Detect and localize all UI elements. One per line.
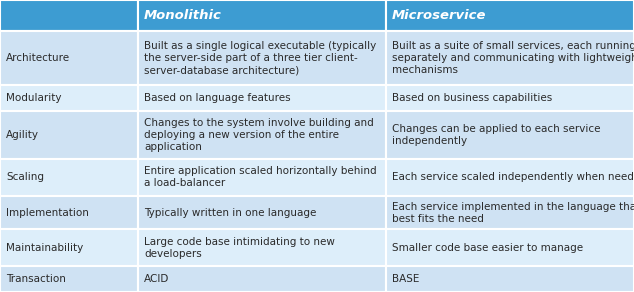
Bar [0, 196, 138, 229]
Text: Scaling: Scaling [6, 172, 44, 182]
Bar [386, 85, 634, 111]
Text: Maintainability: Maintainability [6, 243, 83, 253]
Bar [386, 229, 634, 266]
Text: Monolithic: Monolithic [144, 9, 222, 22]
Text: Modularity: Modularity [6, 93, 61, 103]
Text: Based on business capabilities: Based on business capabilities [392, 93, 552, 103]
Bar [0, 266, 138, 292]
Bar [138, 32, 386, 85]
Text: Entire application scaled horizontally behind
a load-balancer: Entire application scaled horizontally b… [144, 166, 377, 188]
Bar [386, 32, 634, 85]
Text: Each service implemented in the language that
best fits the need: Each service implemented in the language… [392, 201, 634, 224]
Bar [0, 159, 138, 196]
Text: Implementation: Implementation [6, 208, 89, 218]
Text: Microservice: Microservice [392, 9, 486, 22]
Bar [386, 266, 634, 292]
Bar [386, 196, 634, 229]
Bar [0, 85, 138, 111]
Text: Agility: Agility [6, 130, 39, 140]
Text: Transaction: Transaction [6, 274, 66, 284]
Text: ACID: ACID [144, 274, 169, 284]
Text: Changes to the system involve building and
deploying a new version of the entire: Changes to the system involve building a… [144, 118, 374, 152]
Text: Built as a single logical executable (typically
the server-side part of a three : Built as a single logical executable (ty… [144, 41, 376, 75]
Bar [138, 159, 386, 196]
Bar [138, 85, 386, 111]
Text: Each service scaled independently when needed: Each service scaled independently when n… [392, 172, 634, 182]
Text: Changes can be applied to each service
independently: Changes can be applied to each service i… [392, 124, 600, 146]
Text: Architecture: Architecture [6, 53, 70, 63]
Text: Large code base intimidating to new
developers: Large code base intimidating to new deve… [144, 237, 335, 259]
Bar [386, 0, 634, 32]
Bar [138, 111, 386, 159]
Text: Based on language features: Based on language features [144, 93, 290, 103]
Bar [138, 266, 386, 292]
Bar [386, 111, 634, 159]
Bar [0, 0, 138, 32]
Text: BASE: BASE [392, 274, 419, 284]
Bar [0, 32, 138, 85]
Bar [138, 0, 386, 32]
Bar [386, 159, 634, 196]
Bar [0, 229, 138, 266]
Bar [138, 229, 386, 266]
Bar [0, 111, 138, 159]
Text: Built as a suite of small services, each running
separately and communicating wi: Built as a suite of small services, each… [392, 41, 634, 75]
Text: Smaller code base easier to manage: Smaller code base easier to manage [392, 243, 583, 253]
Bar [138, 196, 386, 229]
Text: Typically written in one language: Typically written in one language [144, 208, 316, 218]
